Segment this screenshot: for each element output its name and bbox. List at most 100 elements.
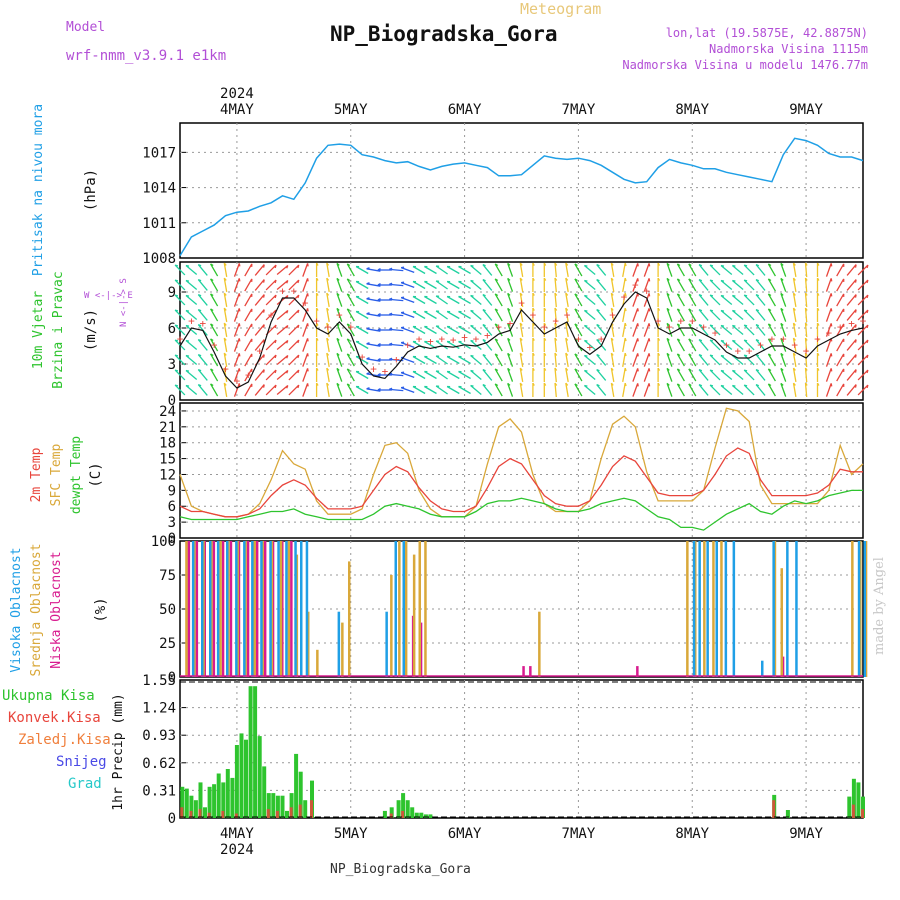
wind-arrow-54-2 [792, 292, 797, 308]
wind-arrow-27-4 [482, 324, 493, 336]
wind-arrow-1-1 [185, 280, 198, 290]
wind-arrow-51-1 [755, 279, 766, 291]
wind-gust-20: + [404, 338, 411, 351]
wind-arrowhead-34-6 [565, 352, 569, 356]
wind-arrow-60-4 [857, 324, 869, 336]
model-value: wrf-nmm_v3.9.1 e1km [66, 48, 227, 64]
wind-arrowhead-52-3 [768, 308, 772, 312]
wind-arrow-52-2 [767, 293, 776, 307]
wind-arrowhead-15-3 [346, 308, 351, 312]
wind-arrow-23-2 [435, 295, 448, 305]
wind-arrowhead-37-5 [596, 338, 600, 342]
wind-arrowhead-12-1 [316, 277, 319, 281]
wind-arrow-6-1 [244, 278, 253, 292]
wind-arrow-53-1 [780, 278, 787, 292]
wind-arrowhead-59-2 [854, 294, 857, 298]
wind-arrowhead-18-7 [377, 373, 381, 376]
wind-arrow-15-1 [346, 278, 355, 292]
wind-arrow-23-1 [435, 280, 448, 290]
wind-arrowhead-53-2 [780, 292, 784, 296]
wind-arrow-22-6 [424, 355, 437, 365]
wind-arrowhead-45-5 [688, 338, 692, 342]
wind-arrow-26-3 [470, 310, 482, 320]
wind-arrow-19-5 [389, 343, 404, 347]
precip-bar-0-12 [234, 745, 239, 818]
precip-bar-1-6 [266, 809, 270, 818]
wind-arrow-15-4 [346, 323, 355, 337]
precip-bar-0-37 [423, 814, 428, 818]
wind-arrowhead-33-3 [554, 307, 558, 311]
wind-arrowhead-47-3 [709, 309, 714, 312]
cloud-bar-2-11 [285, 541, 288, 677]
wind-arrowhead-40-3 [637, 308, 639, 312]
wind-gust-39: + [621, 290, 628, 303]
wind-arrow-38-5 [610, 337, 615, 353]
wind-gust-51: + [757, 338, 764, 351]
watermark: made by Angel [872, 557, 887, 655]
wind-arrowhead-11-6 [306, 353, 309, 357]
wind-arrow-55-8 [804, 382, 808, 398]
precip-bar-1-9 [298, 804, 302, 818]
wind-arrow-36-7 [583, 370, 596, 380]
wind-arrowhead-17-3 [366, 312, 370, 315]
wind-gust-9: + [279, 284, 286, 297]
wind-arrow-43-8 [666, 383, 673, 397]
wind-arrowhead-27-6 [482, 353, 486, 357]
wind-arrowhead-45-7 [688, 368, 692, 372]
wind-arrowhead-9-5 [286, 340, 289, 344]
wind-arrow-10-8 [288, 384, 300, 396]
wind-arrowhead-18-3 [377, 313, 381, 316]
wind-arrow-15-2 [346, 293, 355, 307]
wind-arrow-23-5 [435, 340, 448, 350]
wind-arrow-33-0 [554, 262, 557, 278]
wind-arrowhead-34-4 [565, 322, 569, 326]
wind-arrowhead-36-3 [584, 309, 588, 312]
wind-arrow-22-2 [424, 295, 437, 305]
wind-arrow-37-4 [596, 324, 607, 336]
wind-arrowhead-0-8 [174, 384, 179, 387]
wind-arrowhead-44-1 [677, 278, 681, 282]
wind-arrow-20-0 [400, 266, 415, 274]
cloud-bar-2-3 [216, 541, 220, 677]
wind-arrow-48-5 [720, 340, 733, 350]
wind-arrow-44-0 [676, 263, 685, 277]
wind-arrow-49-7 [731, 370, 744, 380]
cloud-bar-1-28 [712, 541, 715, 677]
wind-arrow-51-4 [755, 324, 766, 336]
wind-arrow-44-7 [676, 368, 685, 382]
wind-arrow-51-8 [755, 384, 766, 396]
wind-arrowhead-19-6 [389, 357, 393, 360]
wind-arrow-17-8 [366, 388, 381, 392]
wind-arrow-60-2 [857, 294, 869, 306]
wind-gust-5: + [234, 374, 241, 387]
wind-arrow-43-5 [666, 338, 673, 352]
wind-arrowhead-35-6 [574, 353, 578, 357]
wind-arrow-51-6 [755, 354, 766, 366]
wind-arrow-50-2 [743, 294, 755, 306]
wind-arrowhead-9-3 [286, 310, 289, 314]
wind-arrow-3-5 [210, 338, 219, 352]
wind-arrow-3-3 [210, 308, 219, 322]
wind-arrow-29-2 [507, 293, 514, 307]
wind-arrow-14-0 [336, 263, 343, 277]
wind-arrow-37-3 [596, 309, 607, 321]
wind-arrow-58-8 [836, 383, 845, 397]
ytick-1-0: 0 [168, 393, 176, 409]
wind-arrowhead-17-6 [366, 357, 370, 360]
precip-bar-1-12 [401, 810, 405, 818]
wind-arrow-53-5 [780, 338, 787, 352]
wind-arrowhead-12-7 [316, 367, 319, 371]
wind-arrow-40-2 [632, 293, 639, 307]
wind-arrowhead-39-8 [624, 382, 627, 387]
wind-arrow-57-2 [825, 293, 832, 307]
wind-arrowhead-12-6 [316, 352, 319, 356]
wind-gust-35: + [575, 332, 582, 345]
wind-arrowhead-47-8 [709, 384, 714, 387]
wind-arrow-55-6 [804, 352, 808, 368]
wind-gust-21: + [416, 332, 423, 345]
precip-bar-0-42 [851, 778, 856, 818]
wind-arrowhead-54-3 [792, 307, 796, 311]
wind-arrow-4-3 [223, 307, 228, 323]
wind-arrow-4-6 [223, 352, 228, 368]
wind-arrowhead-56-7 [816, 367, 820, 371]
